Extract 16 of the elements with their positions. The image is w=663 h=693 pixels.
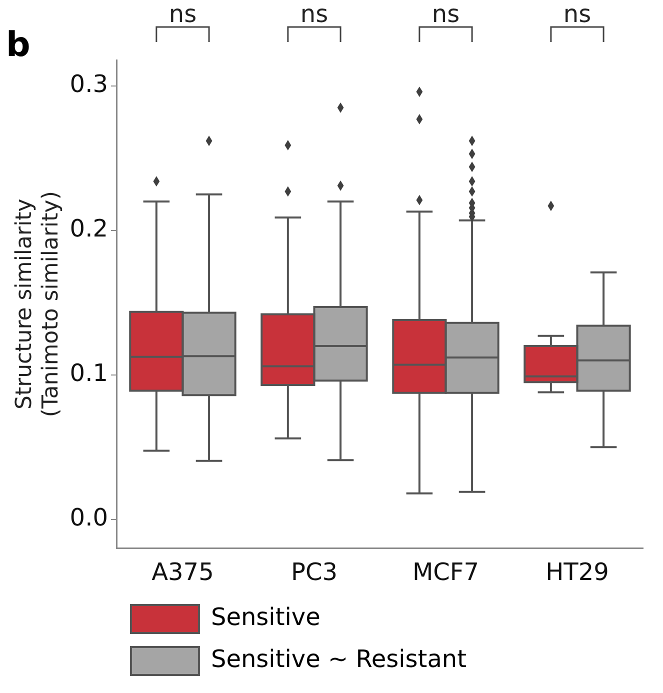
x-tick-label: MCF7 [412,558,480,586]
x-tick-label: A375 [152,558,214,586]
x-tick-label: PC3 [290,558,338,586]
text: ns [563,0,592,28]
x-tick-label: HT29 [546,558,609,586]
y-tick-label: 0.3 [70,70,108,98]
chart-title: b [6,25,30,65]
legend-label: Sensitive [210,603,320,632]
text: ns [300,0,328,28]
legend-label: Sensitive ~ Resistant [210,645,467,674]
y-tick-label: 0.1 [70,359,108,388]
text: ns [432,0,460,28]
y-axis-title: Structure similarity (Tanimoto similarity) [12,191,64,418]
y-tick-label: 0.2 [70,214,108,243]
text: ns [168,0,197,28]
y-tick-label: 0.0 [70,504,108,532]
